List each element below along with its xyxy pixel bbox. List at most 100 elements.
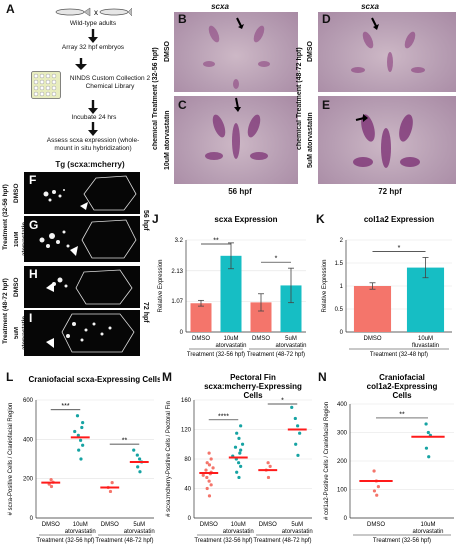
data-point xyxy=(239,448,243,452)
fluor-image-h xyxy=(24,266,140,308)
data-point xyxy=(207,479,211,483)
y-tick-label: 1.5 xyxy=(335,261,344,267)
workflow-step-4: Incubate 24 hrs xyxy=(71,114,117,121)
data-point xyxy=(298,431,302,435)
ish-image-d xyxy=(318,12,456,92)
data-point xyxy=(239,424,243,428)
group-label: Treatment (32-56 hpf) xyxy=(373,538,431,544)
well-plate-icon xyxy=(31,71,61,99)
x-tick-label: 10uM xyxy=(420,522,435,528)
data-point xyxy=(237,475,241,480)
panel-label-c: C xyxy=(178,98,187,112)
chart-title: Cells xyxy=(392,391,412,400)
ish-image-b xyxy=(174,12,298,92)
data-point xyxy=(75,414,80,418)
panel-label-e: E xyxy=(322,98,331,112)
data-point xyxy=(211,466,215,470)
fluor-time-1: 56 hpf xyxy=(142,209,149,231)
group-label: Treatment (32-56 hpf) xyxy=(194,538,252,544)
x-tick-label: DMSO xyxy=(259,522,277,528)
chart-title: scxa:mcherry-Expressing xyxy=(204,382,302,391)
fish-icon: x xyxy=(55,7,132,17)
data-point xyxy=(205,475,209,480)
y-axis-label: # scxa-Positive Cells / Craniofacial Reg… xyxy=(8,403,14,516)
data-point xyxy=(132,448,136,452)
y-tick-label: 400 xyxy=(23,437,34,443)
fluor-image-f xyxy=(24,172,140,214)
y-tick-label: 0 xyxy=(340,330,344,336)
data-point xyxy=(108,489,113,494)
data-point xyxy=(76,433,80,437)
workflow-step-5: Assess scxa expression (whole-mount in s… xyxy=(46,137,140,152)
group-label: Treatment (48-72 hpf) xyxy=(95,538,153,544)
data-point xyxy=(81,421,85,425)
data-point xyxy=(296,453,300,457)
panel-label-j: J xyxy=(152,212,159,226)
data-point xyxy=(235,470,239,474)
gene-label-right: scxa xyxy=(361,2,379,11)
data-point xyxy=(81,443,85,447)
x-tick-label: atorvastatin xyxy=(275,343,306,349)
panel-label-a: A xyxy=(6,2,15,16)
y-tick-label: 600 xyxy=(23,398,34,404)
chart-title: Cells xyxy=(243,391,263,400)
data-point xyxy=(266,461,270,465)
gene-label-left: scxa xyxy=(211,2,229,11)
x-tick-label: atorvastatin xyxy=(282,529,313,535)
panel-label-d: D xyxy=(322,12,331,26)
x-tick-label: 10uM xyxy=(223,336,238,342)
fluor-time-2: 72 hpf xyxy=(142,301,149,323)
y-tick-label: 0 xyxy=(188,516,192,522)
significance-label: ** xyxy=(213,238,219,245)
y-tick-label: 40 xyxy=(184,487,191,493)
data-point xyxy=(209,483,213,487)
down-arrow-icon xyxy=(75,58,87,70)
x-tick-label: DMSO xyxy=(101,522,119,528)
bar xyxy=(353,286,392,332)
panel-label-f: F xyxy=(29,173,37,187)
data-point xyxy=(207,463,212,467)
workflow-step-3: NINDS Custom Collection 2 Chemical Libra… xyxy=(69,75,151,90)
data-point xyxy=(233,445,238,449)
data-point xyxy=(294,442,298,446)
bar xyxy=(220,255,242,332)
chart-title: scxa Expression xyxy=(214,215,277,224)
y-tick-label: 200 xyxy=(337,459,348,465)
chart-title: col1a2 Expression xyxy=(364,215,434,224)
data-point xyxy=(296,424,300,428)
x-tick-label: atorvastatin xyxy=(412,529,443,535)
data-point xyxy=(266,475,271,480)
data-point xyxy=(240,442,245,446)
panel-label-n: N xyxy=(318,370,327,384)
panel-label-i: I xyxy=(29,311,33,325)
y-tick-label: 100 xyxy=(337,488,348,494)
workflow-step-1: Wild-type adults xyxy=(69,20,117,27)
bar xyxy=(190,303,212,332)
x-tick-label: DMSO xyxy=(364,336,382,342)
data-point xyxy=(205,461,209,465)
data-point xyxy=(375,493,379,497)
data-point xyxy=(110,481,114,485)
chart-pectoral-fin-cells: Pectoral Finscxa:mcherry-ExpressingCells… xyxy=(166,373,313,544)
group-label: Treatment (32-56 hpf) xyxy=(36,538,94,544)
data-point xyxy=(79,457,83,461)
x-tick-label: atorvastatin xyxy=(65,529,96,535)
y-tick-label: 120 xyxy=(181,428,192,434)
group-label: Treatment (48-72 hpf) xyxy=(247,352,305,358)
significance-label: *** xyxy=(61,403,69,410)
fluor-row-dmso-2: DMSO xyxy=(13,277,20,297)
x-tick-label: DMSO xyxy=(192,336,210,342)
down-arrow-icon xyxy=(88,29,98,43)
down-arrow-icon xyxy=(88,122,98,136)
data-point xyxy=(237,461,241,465)
y-tick-label: 0 xyxy=(180,330,184,336)
x-tick-label: 10uM xyxy=(231,522,246,528)
time-label-right: 72 hpf xyxy=(378,187,402,196)
fluor-group-1: Treatment (32-56 hpf) xyxy=(2,184,9,250)
chart-title: col1a2-Expressing xyxy=(367,382,438,391)
panel-label-m: M xyxy=(162,370,172,384)
chart-col1a2-expression: col1a2 Expression Relative Expression 0 0.5… xyxy=(322,215,452,358)
data-point xyxy=(426,430,430,435)
data-point xyxy=(49,478,53,482)
